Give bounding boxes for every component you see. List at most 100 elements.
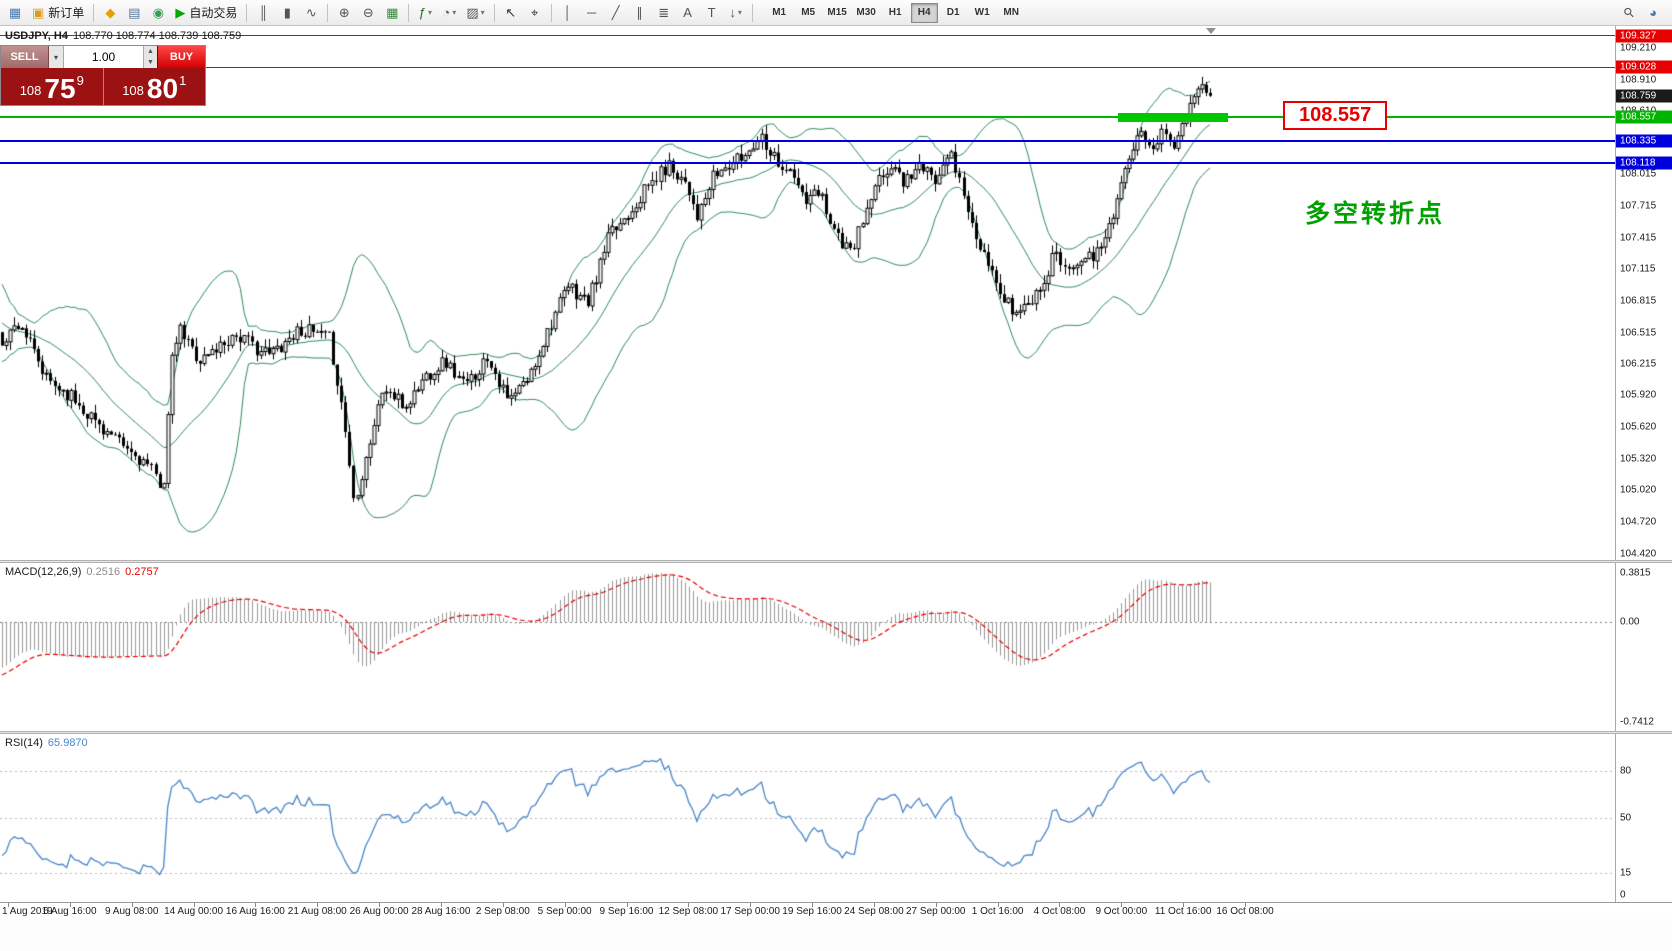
chart-shift-marker[interactable] (1206, 28, 1216, 34)
buy-button[interactable]: BUY (157, 46, 205, 68)
rsi-scale[interactable]: 0 80 50 15 (1615, 734, 1672, 902)
navigator-button[interactable]: ◉ (147, 3, 169, 23)
sell-button[interactable]: SELL (1, 46, 49, 68)
price-callout-text: 108.557 (1299, 104, 1372, 127)
timeframe-H4[interactable]: H4 (910, 2, 938, 23)
data-window-button[interactable]: ▤ (123, 3, 145, 23)
timeframe-D1[interactable]: D1 (946, 7, 960, 18)
data-window-icon: ▤ (128, 5, 141, 20)
timeframe-M5[interactable]: M5 (801, 7, 816, 18)
rsi-min-label: 0 (1620, 889, 1626, 901)
macd-scale[interactable]: 0.3815 0.00 -0.7412 (1615, 563, 1672, 731)
timeframe-H1[interactable]: H1 (888, 7, 902, 18)
resistance-line-2[interactable] (0, 66, 1615, 68)
timeframe-M1[interactable]: M1 (772, 7, 787, 18)
macd-indicator-label: MACD(12,26,9) 0.2516 0.2757 (5, 566, 164, 578)
timeframe-M30[interactable]: M30 (856, 7, 876, 18)
volume-stepper[interactable]: ▲ ▼ (143, 46, 157, 68)
price-scale-label: 107.415 (1620, 232, 1657, 244)
time-axis-tick (873, 903, 875, 907)
fibonacci-button[interactable]: ≣ (653, 3, 675, 23)
dropdown-caret-icon: ▾ (480, 8, 485, 17)
time-axis-tick (935, 903, 937, 907)
dropdown-caret-icon: ▾ (737, 8, 742, 17)
timeframe-M15[interactable]: M15 (827, 7, 847, 18)
label-icon: T (707, 5, 716, 20)
search-button[interactable]: ⚲ (1618, 3, 1640, 23)
zoom-out-button[interactable]: ⊖ (357, 3, 379, 23)
toolbar: ▦ ▣ 新订单 ◆ ▤ ◉ ▶ 自动交易 ║ ▮ ∿ ⊕ ⊖ ▦ ƒ ▾ ◔ ▾ ▨ ▾ ↖ ⌖ │ ─ ╱ ∥ ≣ A T ↓ ▾ M1 M5… (0, 0, 1672, 26)
support-line-1[interactable] (0, 139, 1615, 142)
time-axis-label: 9 Oct 00:00 (1095, 906, 1148, 917)
volume-up-icon[interactable]: ▲ (147, 48, 154, 55)
horizontal-line-button[interactable]: ─ (581, 3, 603, 23)
templates-button[interactable]: ▨ ▾ (462, 3, 488, 23)
arrows-button[interactable]: ↓ ▾ (725, 3, 747, 23)
volume-input[interactable]: 1.00 (64, 46, 143, 68)
timeframe-W1[interactable]: W1 (974, 7, 990, 18)
line-chart-button[interactable]: ∿ (300, 3, 322, 23)
time-axis-label: 19 Sep 16:00 (782, 906, 842, 917)
buy-price-big: 80 (146, 72, 179, 104)
tile-windows-button[interactable]: ▦ (381, 3, 403, 23)
price-badge: 109.028 (1616, 60, 1672, 74)
turning-point-annotation[interactable]: 多空转折点 (1305, 200, 1446, 228)
price-callout[interactable]: 108.557 (1283, 101, 1388, 131)
support-line-2[interactable] (0, 162, 1615, 165)
community-button[interactable]: ◕ (1642, 3, 1664, 23)
vertical-line-button[interactable]: │ (557, 3, 579, 23)
time-axis-label: 14 Aug 00:00 (164, 906, 224, 917)
trendline-button[interactable]: ╱ (605, 3, 627, 23)
panel-splitter[interactable] (0, 731, 1672, 734)
pivot-line[interactable] (0, 116, 1615, 119)
time-axis[interactable]: 1 Aug 2019 6 Aug 16:00 9 Aug 08:00 14 Aug 0… (0, 902, 1672, 919)
volume-down-icon[interactable]: ▼ (147, 59, 154, 66)
cursor-button[interactable]: ↖ (500, 3, 522, 23)
price-badge: 108.557 (1616, 110, 1672, 124)
price-chart-panel[interactable]: USDJPY, H4 108.770 108.774 108.739 108.75… (0, 26, 1672, 560)
price-scale-label: 106.815 (1620, 295, 1657, 307)
chart-window-button[interactable]: ▦ (4, 3, 26, 23)
highlight-rectangle[interactable] (1118, 112, 1228, 122)
toolbar-separator (246, 3, 248, 22)
price-scale-label: 104.720 (1620, 516, 1657, 528)
volume-dropdown-icon[interactable]: ▾ (49, 46, 64, 68)
channel-button[interactable]: ∥ (629, 3, 651, 23)
search-icon: ⚲ (1620, 3, 1638, 22)
rsi-canvas[interactable] (0, 734, 1615, 902)
autotrading-button[interactable]: ▶ 自动交易 (171, 3, 241, 23)
price-scale-label: 105.920 (1620, 389, 1657, 401)
price-scale-label: 109.210 (1620, 42, 1657, 54)
rsi-panel[interactable]: RSI(14) 65.9870 0 80 50 15 (0, 734, 1672, 902)
candlestick-chart-icon: ▮ (283, 5, 291, 20)
rsi-level-label: 80 (1620, 765, 1632, 777)
time-axis-tick (131, 903, 133, 907)
panel-splitter[interactable] (0, 560, 1672, 563)
resistance-line-1[interactable] (0, 35, 1615, 37)
new-order-button[interactable]: ▣ 新订单 (28, 3, 88, 23)
time-axis-label: 5 Sep 00:00 (537, 906, 592, 917)
indicators-button[interactable]: ƒ ▾ (414, 3, 436, 23)
candlestick-chart-button[interactable]: ▮ (276, 3, 298, 23)
time-axis-tick (812, 903, 814, 907)
time-axis-label: 21 Aug 08:00 (287, 906, 347, 917)
market-watch-button[interactable]: ◆ (99, 3, 121, 23)
buy-price[interactable]: 108 80 1 (104, 68, 206, 105)
time-axis-label: 1 Aug 2019 (2, 906, 53, 917)
sell-price[interactable]: 108 75 9 (1, 68, 103, 105)
macd-canvas[interactable] (0, 563, 1615, 731)
price-scale[interactable]: 109.210108.910108.610108.310108.015107.7… (1615, 26, 1672, 560)
autotrading-button-label: 自动交易 (189, 6, 238, 20)
timeframe-MN[interactable]: MN (1003, 7, 1019, 18)
periods-button[interactable]: ◔ ▾ (438, 3, 460, 23)
price-scale-label: 105.020 (1620, 484, 1657, 496)
rsi-level-label: 15 (1620, 867, 1632, 879)
time-axis-tick (1183, 903, 1185, 907)
macd-panel[interactable]: MACD(12,26,9) 0.2516 0.2757 0.3815 0.00 -0… (0, 563, 1672, 731)
label-button[interactable]: T (701, 3, 723, 23)
zoom-in-button[interactable]: ⊕ (333, 3, 355, 23)
bar-chart-button[interactable]: ║ (252, 3, 274, 23)
time-axis-label: 27 Sep 00:00 (906, 906, 966, 917)
crosshair-button[interactable]: ⌖ (524, 3, 546, 23)
text-button[interactable]: A (677, 3, 699, 23)
